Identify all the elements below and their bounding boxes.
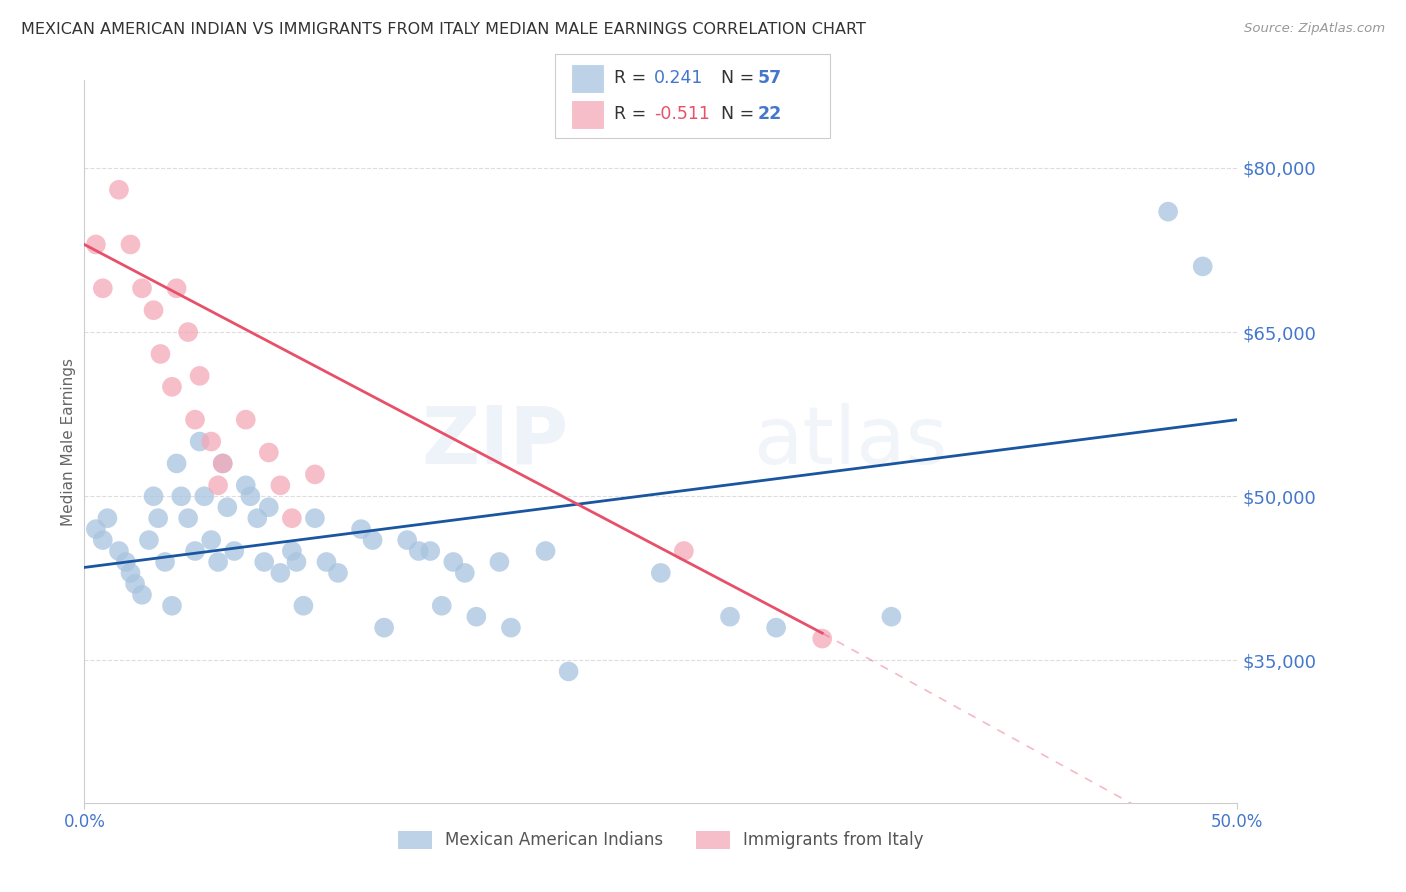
Point [269,478,291,492]
Text: R =: R = [614,105,652,123]
Point [177,511,200,525]
Point [718,609,741,624]
Point [557,665,579,679]
Point [120,566,142,580]
Point [91,533,114,547]
Point [115,555,138,569]
Text: 0.241: 0.241 [654,70,703,87]
Point [184,412,207,426]
Text: 57: 57 [758,70,782,87]
Point [217,500,239,515]
Point [149,347,172,361]
Point [253,555,276,569]
Point [454,566,477,580]
Point [1157,204,1180,219]
Point [534,544,557,558]
Point [811,632,834,646]
Point [281,511,304,525]
Point [124,577,146,591]
Legend: Mexican American Indians, Immigrants from Italy: Mexican American Indians, Immigrants fro… [391,824,931,856]
Point [257,500,280,515]
Text: 22: 22 [758,105,782,123]
Point [1191,260,1213,274]
Point [465,609,488,624]
Point [84,237,107,252]
Point [396,533,419,547]
Point [672,544,695,558]
Point [765,621,787,635]
Point [235,412,257,426]
Text: Source: ZipAtlas.com: Source: ZipAtlas.com [1244,22,1385,36]
Text: ZIP: ZIP [422,402,568,481]
Point [269,566,291,580]
Point [184,544,207,558]
Point [419,544,441,558]
Point [91,281,114,295]
Point [257,445,280,459]
Point [146,511,169,525]
Point [224,544,246,558]
Point [188,368,211,383]
Text: -0.511: -0.511 [654,105,710,123]
Point [373,621,395,635]
Point [200,533,222,547]
Point [430,599,453,613]
Point [166,457,188,471]
Point [131,588,153,602]
Point [177,325,200,339]
Y-axis label: Median Male Earnings: Median Male Earnings [60,358,76,525]
Point [211,457,233,471]
Point [207,478,229,492]
Point [292,599,315,613]
Point [235,478,257,492]
Point [285,555,308,569]
Point [120,237,142,252]
Point [160,599,183,613]
Point [361,533,384,547]
Point [350,522,373,536]
Point [131,281,153,295]
Point [200,434,222,449]
Point [488,555,510,569]
Text: N =: N = [721,70,761,87]
Point [138,533,160,547]
Point [207,555,229,569]
Point [880,609,903,624]
Text: R =: R = [614,70,652,87]
Point [160,380,183,394]
Point [304,467,326,482]
Point [142,489,165,503]
Text: MEXICAN AMERICAN INDIAN VS IMMIGRANTS FROM ITALY MEDIAN MALE EARNINGS CORRELATIO: MEXICAN AMERICAN INDIAN VS IMMIGRANTS FR… [21,22,866,37]
Point [650,566,672,580]
Point [408,544,430,558]
Point [142,303,165,318]
Point [108,183,131,197]
Text: atlas: atlas [754,402,948,481]
Point [153,555,176,569]
Point [315,555,337,569]
Point [188,434,211,449]
Text: N =: N = [721,105,761,123]
Point [211,457,233,471]
Point [96,511,118,525]
Point [441,555,464,569]
Point [239,489,262,503]
Point [193,489,215,503]
Point [304,511,326,525]
Point [246,511,269,525]
Point [166,281,188,295]
Point [281,544,304,558]
Point [108,544,131,558]
Point [499,621,522,635]
Point [326,566,349,580]
Point [170,489,193,503]
Point [84,522,107,536]
